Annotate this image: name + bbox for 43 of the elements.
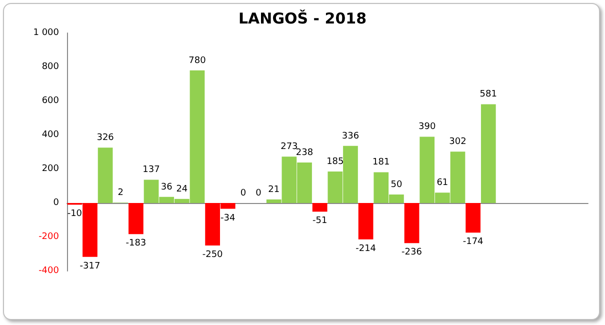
data-label: 390 xyxy=(418,122,436,132)
data-label: 581 xyxy=(480,90,497,100)
data-label: 137 xyxy=(142,165,160,176)
y-tick-label: 200 xyxy=(42,164,60,174)
bar xyxy=(480,104,496,203)
data-label: -250 xyxy=(202,250,224,260)
y-tick-label: 800 xyxy=(42,62,60,72)
bar xyxy=(128,203,144,234)
data-label: 21 xyxy=(268,184,280,195)
data-label: 185 xyxy=(326,157,344,168)
bar xyxy=(404,203,420,244)
data-label: 0 xyxy=(240,188,246,198)
y-tick-label: 600 xyxy=(42,96,60,106)
bar xyxy=(358,203,374,240)
bar xyxy=(466,203,481,233)
y-tick-label: 1 000 xyxy=(33,28,60,38)
data-label: 780 xyxy=(188,56,206,66)
data-label: -214 xyxy=(356,244,376,254)
data-label: -34 xyxy=(220,213,236,224)
data-label: 302 xyxy=(449,137,466,148)
data-label: -51 xyxy=(312,216,328,226)
data-label: -317 xyxy=(80,261,100,272)
data-label: 24 xyxy=(176,184,188,194)
data-label: 2 xyxy=(118,188,124,198)
data-label: -183 xyxy=(126,238,146,249)
chart-title: LANGOŠ - 2018 xyxy=(238,10,367,28)
data-label: -10 xyxy=(67,209,82,220)
y-tick-label: -400 xyxy=(38,266,60,276)
y-tick-label: 0 xyxy=(53,198,60,208)
data-label: 61 xyxy=(436,178,448,188)
y-tick-label: 400 xyxy=(42,130,60,140)
data-label: 336 xyxy=(342,131,360,142)
data-label: 181 xyxy=(372,158,390,168)
data-label: 238 xyxy=(296,148,314,158)
data-label: 36 xyxy=(160,182,173,192)
bar xyxy=(312,203,328,212)
data-label: 273 xyxy=(280,142,298,152)
data-label: 0 xyxy=(256,188,262,198)
data-label: 326 xyxy=(96,133,114,144)
data-label: -236 xyxy=(402,248,422,258)
data-label: 50 xyxy=(390,180,402,190)
y-tick-label: -200 xyxy=(38,232,60,242)
data-label: -174 xyxy=(462,237,484,248)
